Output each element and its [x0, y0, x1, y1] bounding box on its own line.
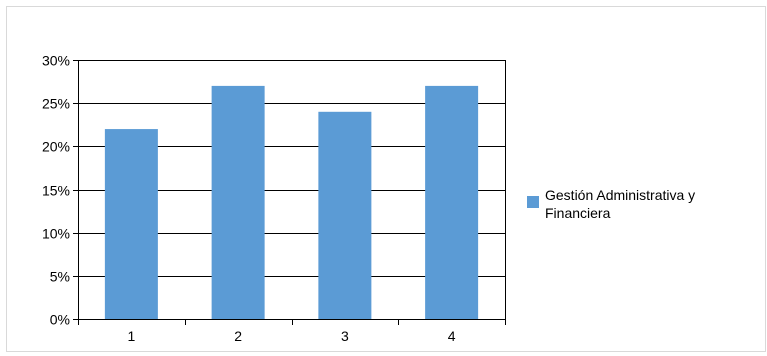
- legend-label: Financiera: [545, 205, 611, 221]
- x-tick-label: 4: [448, 328, 456, 344]
- y-tick-label: 20%: [42, 139, 70, 155]
- y-tick-label: 10%: [42, 226, 70, 242]
- y-tick-label: 25%: [42, 96, 70, 112]
- legend: Gestión Administrativa y Financiera: [527, 187, 695, 221]
- y-tick-label: 30%: [42, 53, 70, 69]
- bar-4: [425, 85, 479, 320]
- x-tick-label: 3: [341, 328, 349, 344]
- legend-swatch: [527, 196, 539, 208]
- x-tick-label: 1: [127, 328, 135, 344]
- x-tick-label: 2: [234, 328, 242, 344]
- y-tick-label: 0%: [50, 312, 70, 328]
- bar-1: [104, 129, 158, 319]
- bars: [104, 85, 479, 320]
- y-tick-label: 5%: [50, 269, 70, 285]
- axes: 0% 5% 10% 15% 20% 25% 30% 1 2 3 4: [42, 53, 506, 344]
- bar-3: [318, 111, 372, 319]
- bar-2: [211, 85, 265, 320]
- legend-label: Gestión Administrativa y: [545, 187, 695, 203]
- y-tick-label: 15%: [42, 183, 70, 199]
